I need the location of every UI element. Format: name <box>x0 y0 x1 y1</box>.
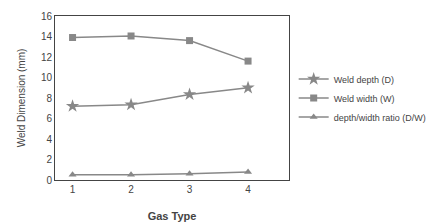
svg-text:8: 8 <box>46 93 52 104</box>
svg-text:14: 14 <box>41 31 53 42</box>
svg-text:depth/width ratio (D/W): depth/width ratio (D/W) <box>334 113 426 123</box>
svg-text:6: 6 <box>46 113 52 124</box>
svg-text:1: 1 <box>70 184 76 195</box>
svg-text:4: 4 <box>245 184 251 195</box>
svg-text:10: 10 <box>41 72 53 83</box>
svg-text:Weld width (W): Weld width (W) <box>334 94 395 104</box>
svg-text:Weld depth (D): Weld depth (D) <box>334 75 394 85</box>
svg-text:16: 16 <box>41 11 53 22</box>
svg-text:3: 3 <box>187 184 193 195</box>
svg-text:4: 4 <box>46 134 52 145</box>
svg-text:12: 12 <box>41 52 53 63</box>
svg-text:Weld Dimension (mm): Weld Dimension (mm) <box>16 49 27 148</box>
svg-text:0: 0 <box>46 175 52 186</box>
svg-text:Gas Type: Gas Type <box>148 210 197 222</box>
svg-text:2: 2 <box>128 184 134 195</box>
svg-text:2: 2 <box>46 154 52 165</box>
